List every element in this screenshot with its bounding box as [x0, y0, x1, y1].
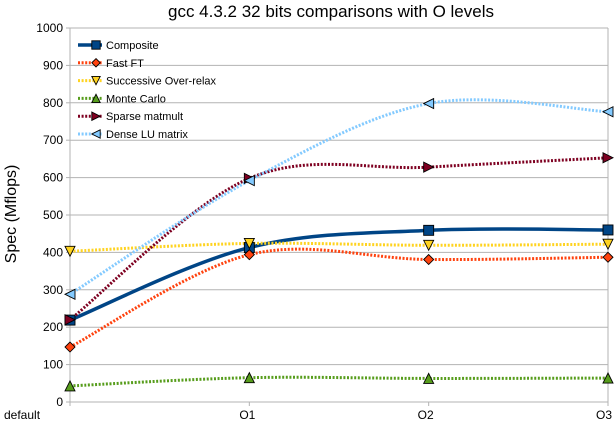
series-lines: [69, 98, 609, 388]
data-point-fast-ft: [602, 251, 614, 263]
data-point-composite: [423, 224, 435, 236]
y-tick-label: 700: [43, 133, 63, 147]
data-point-fast-ft: [423, 253, 435, 266]
legend: Composite Fast FT Successive Over-relax Mon…: [78, 40, 217, 141]
legend-marker-monte-carlo: [91, 93, 101, 104]
legend-label-fast-ft: Fast FT: [106, 58, 144, 70]
y-tick-labels: 0 100 200 300 400 500 600 700 800 900 1000: [36, 21, 63, 409]
x-tick-label-o2: O2: [418, 408, 434, 422]
legend-label-monte-carlo: Monte Carlo: [106, 93, 166, 105]
data-point-sparse-matmult: [423, 161, 435, 173]
legend-marker-dense-lu-matrix: [90, 129, 101, 139]
legend-label-sparse-matmult: Sparse matmult: [106, 111, 183, 123]
series-line-sparse-matmult: [69, 156, 609, 321]
y-tick-label: 200: [43, 320, 63, 334]
legend-label-successive-over-relax: Successive Over-relax: [106, 76, 217, 88]
axes: [66, 27, 609, 406]
series-line-fast-ft: [69, 247, 609, 349]
data-point-successive-over-relax: [602, 238, 614, 251]
chart-title: gcc 4.3.2 32 bits comparisons with O lev…: [168, 2, 494, 21]
data-point-dense-lu-matrix: [63, 288, 76, 301]
gridlines: [70, 27, 608, 366]
y-tick-label: 300: [43, 283, 63, 297]
data-point-successive-over-relax: [422, 239, 435, 252]
y-tick-label: 400: [43, 245, 63, 259]
legend-marker-sparse-matmult: [91, 111, 102, 122]
x-tick-label-o1: O1: [239, 408, 255, 422]
data-point-monte-carlo: [422, 372, 435, 384]
y-tick-label: 0: [56, 395, 63, 409]
y-axis-title: Spec (Mflops): [3, 165, 20, 264]
data-point-sparse-matmult: [64, 313, 77, 326]
data-point-dense-lu-matrix: [422, 97, 435, 110]
series-markers: [63, 97, 614, 392]
x-tick-label-default: default: [4, 408, 41, 422]
data-point-successive-over-relax: [243, 237, 256, 250]
data-point-dense-lu-matrix: [243, 174, 255, 187]
data-point-monte-carlo: [602, 372, 614, 384]
data-point-monte-carlo: [64, 379, 76, 392]
legend-label-composite: Composite: [106, 40, 159, 52]
legend-marker-fast-ft: [91, 57, 101, 68]
legend-marker-successive-over-relax: [91, 75, 101, 86]
y-tick-label: 800: [43, 96, 63, 110]
series-line-dense-lu-matrix: [69, 98, 609, 296]
data-point-fast-ft: [64, 341, 76, 353]
data-point-monte-carlo: [243, 371, 256, 384]
x-tick-label-o3: O3: [596, 408, 612, 422]
data-point-composite: [602, 224, 614, 236]
data-point-sparse-matmult: [602, 152, 614, 164]
y-tick-label: 500: [43, 208, 63, 222]
data-point-fast-ft: [243, 249, 255, 261]
data-point-successive-over-relax: [64, 245, 76, 258]
x-tick-labels: default O1 O2 O3: [4, 408, 612, 422]
y-tick-label: 600: [43, 171, 63, 185]
y-tick-label: 1000: [36, 21, 63, 35]
series-line-monte-carlo: [69, 375, 609, 388]
data-point-dense-lu-matrix: [601, 106, 614, 118]
legend-label-dense-lu-matrix: Dense LU matrix: [106, 129, 188, 141]
y-tick-label: 100: [43, 358, 63, 372]
legend-marker-composite: [91, 40, 101, 50]
y-tick-label: 900: [43, 58, 63, 72]
series-line-composite: [69, 227, 609, 322]
